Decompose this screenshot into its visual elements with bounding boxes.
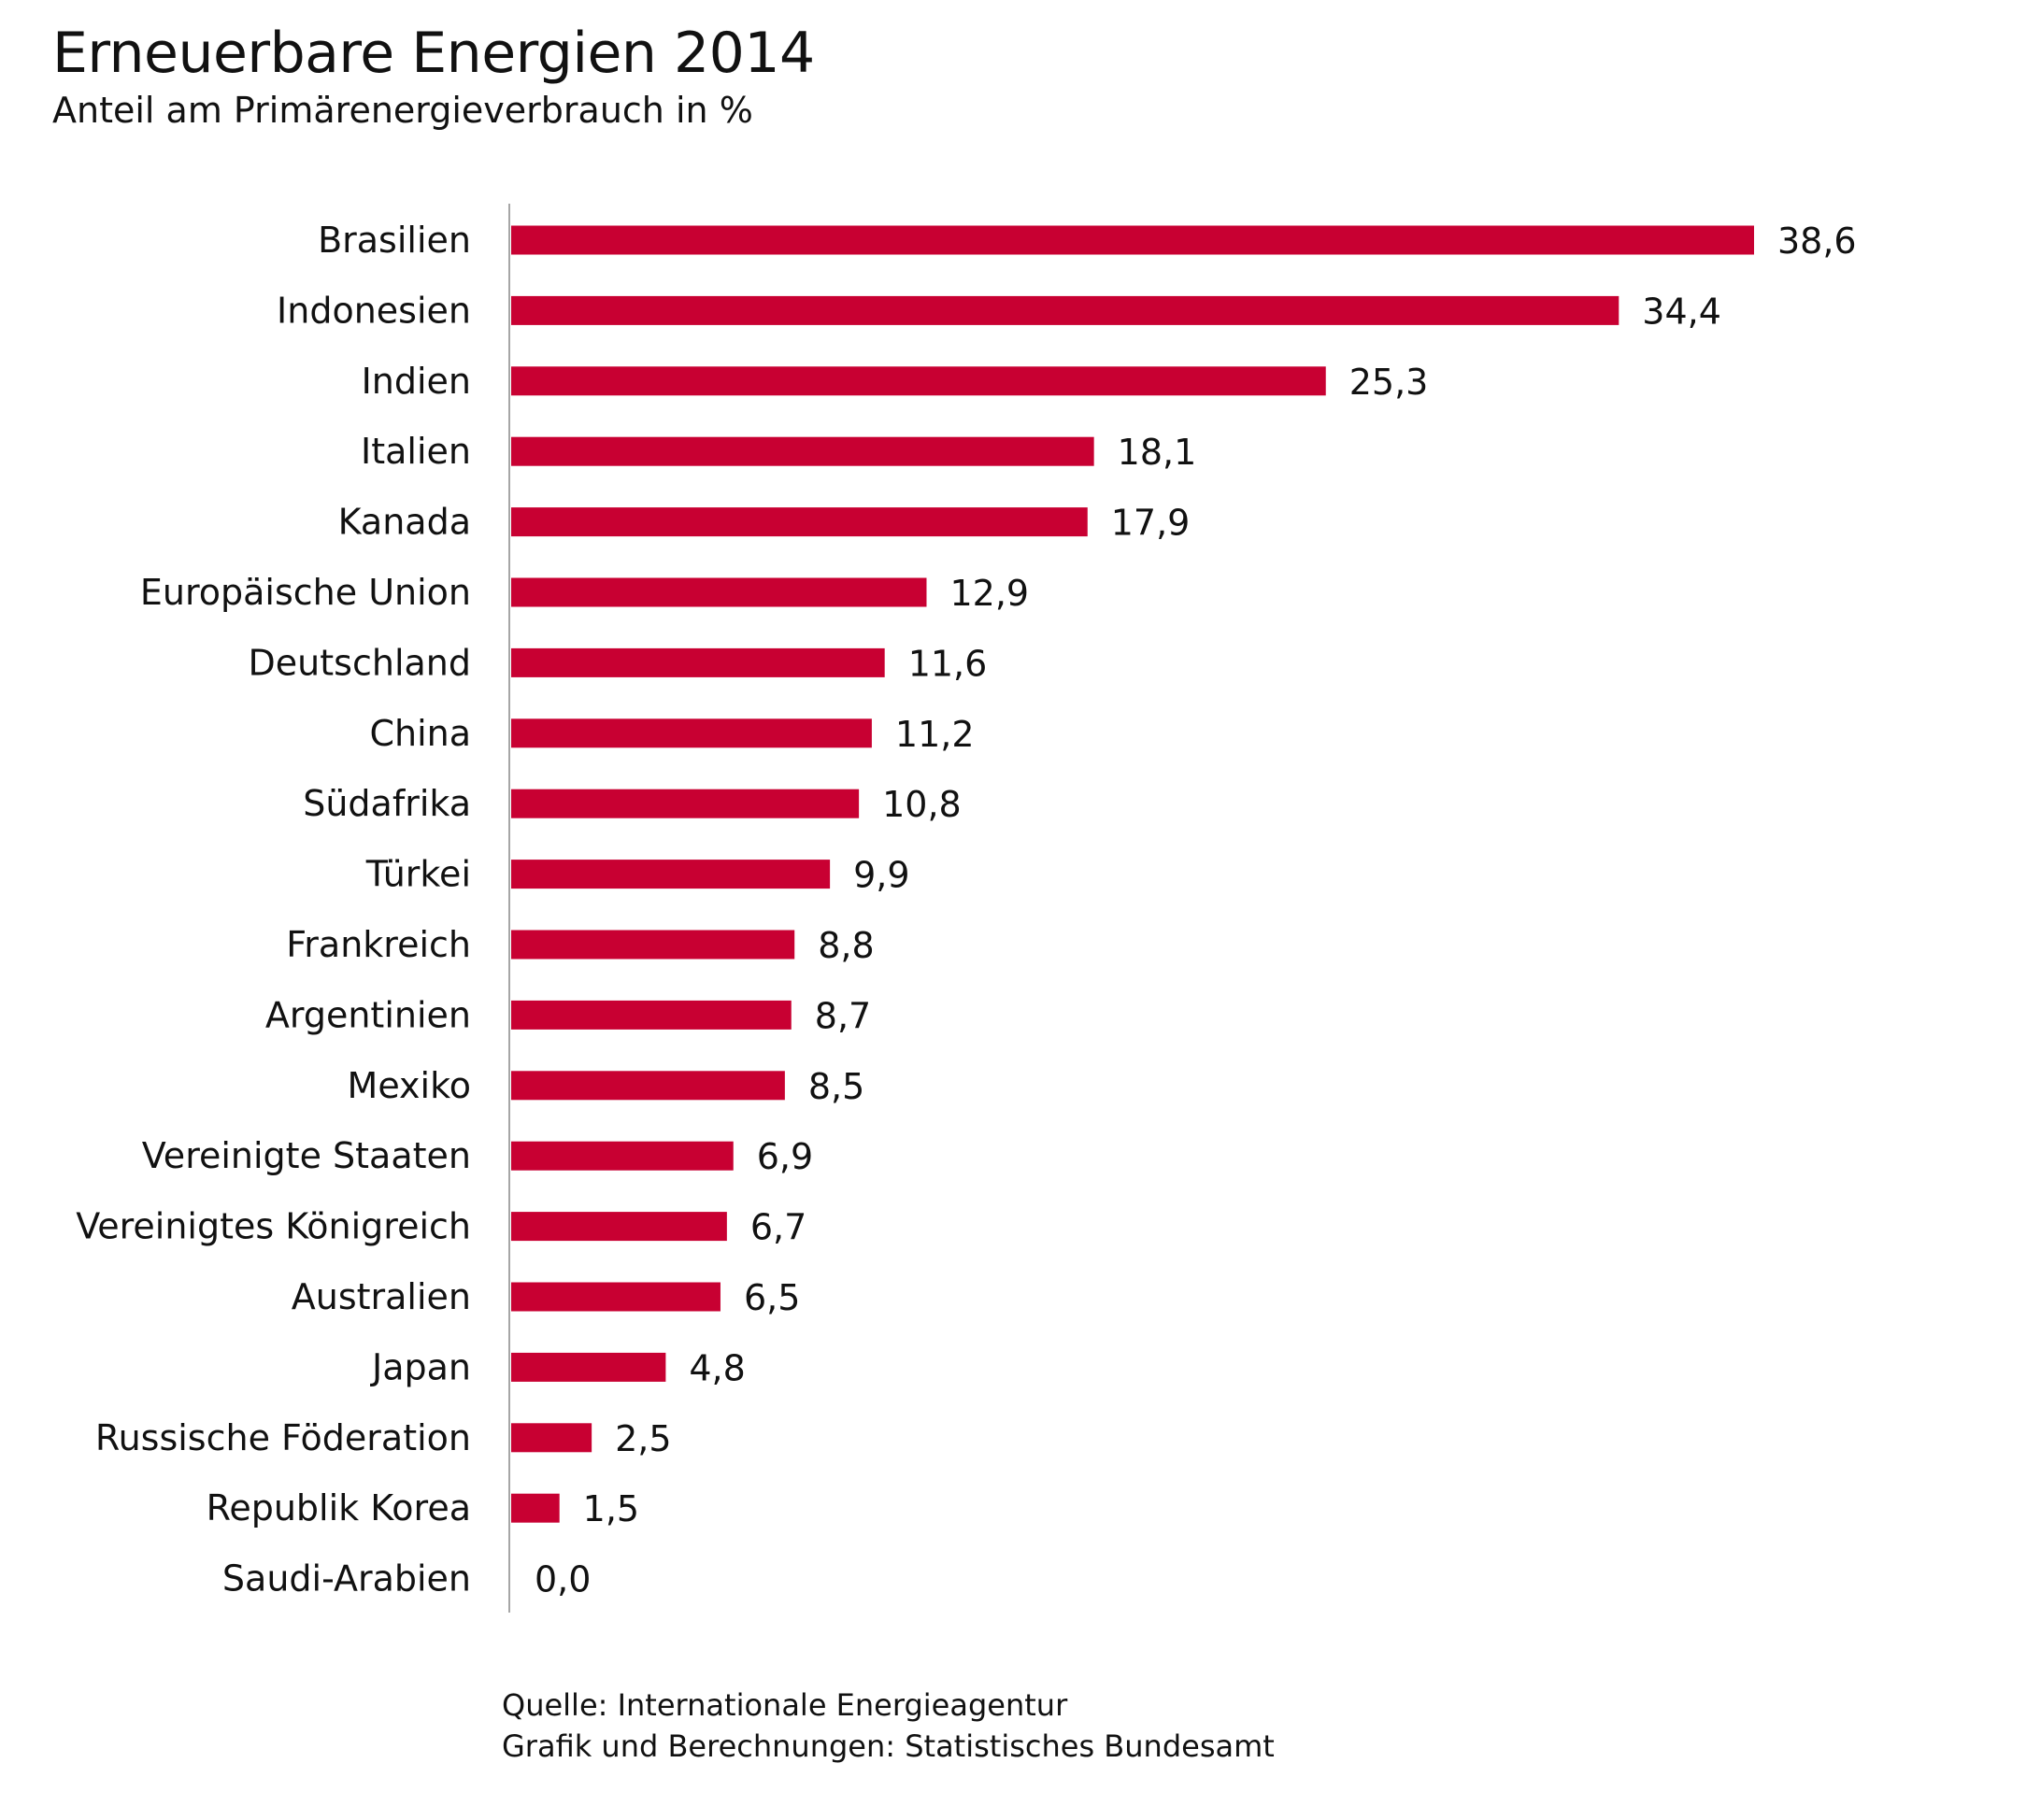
- value-label: 8,5: [808, 1066, 864, 1107]
- chart-subtitle: Anteil am Primärenergieverbrauch in %: [52, 90, 753, 131]
- category-label: China: [369, 713, 471, 754]
- bar: [511, 1000, 792, 1030]
- bar: [511, 789, 860, 818]
- value-label: 2,5: [615, 1418, 671, 1459]
- category-label: Türkei: [365, 854, 471, 895]
- bar: [511, 860, 831, 889]
- bar: [511, 930, 795, 960]
- value-label: 1,5: [583, 1488, 639, 1529]
- bar: [511, 225, 1754, 255]
- category-label: Republik Korea: [207, 1487, 471, 1529]
- bar: [511, 647, 885, 677]
- bar: [511, 1071, 785, 1101]
- category-label: Japan: [370, 1346, 471, 1387]
- value-label: 9,9: [853, 855, 909, 896]
- value-label: 11,6: [908, 643, 988, 684]
- category-label: Vereinigte Staaten: [142, 1135, 471, 1176]
- category-label: Deutschland: [249, 642, 471, 683]
- category-label: Australien: [292, 1276, 471, 1317]
- value-label: 8,7: [815, 995, 871, 1036]
- source-note: Quelle: Internationale Energieagentur: [502, 1687, 1068, 1723]
- bar: [511, 1423, 592, 1453]
- category-label: Brasilien: [318, 220, 471, 261]
- bars-layer: Brasilien 38,6 Indonesien 34,4 Indien 25,3 Ita…: [76, 220, 1856, 1600]
- bar: [511, 1141, 734, 1171]
- category-label: Indien: [362, 361, 471, 402]
- chart-title: Erneuerbare Energien 2014: [52, 21, 815, 86]
- credit-note: Grafik und Berechnungen: Statistisches B…: [502, 1728, 1275, 1764]
- value-label: 0,0: [535, 1559, 591, 1600]
- bar: [511, 1352, 666, 1382]
- category-label: Mexiko: [348, 1065, 471, 1106]
- bar: [511, 366, 1326, 396]
- bar: [511, 1493, 560, 1523]
- value-label: 12,9: [949, 573, 1029, 614]
- category-label: Südafrika: [303, 783, 471, 824]
- value-label: 25,3: [1349, 362, 1429, 403]
- value-label: 34,4: [1642, 291, 1721, 332]
- value-label: 6,7: [750, 1207, 806, 1248]
- bar: [511, 577, 927, 607]
- value-label: 8,8: [818, 925, 874, 966]
- value-label: 11,2: [895, 714, 975, 755]
- bar: [511, 1282, 721, 1312]
- category-label: Vereinigtes Königreich: [76, 1206, 471, 1247]
- category-label: Argentinien: [265, 994, 471, 1035]
- value-label: 10,8: [882, 784, 962, 825]
- category-label: Kanada: [338, 502, 471, 543]
- category-label: Italien: [361, 431, 471, 472]
- category-label: Europäische Union: [140, 572, 471, 613]
- bar: [511, 718, 872, 748]
- value-label: 4,8: [689, 1347, 745, 1388]
- value-label: 6,5: [744, 1277, 800, 1318]
- bar: [511, 1212, 727, 1242]
- bar: [511, 507, 1088, 537]
- value-label: 18,1: [1118, 432, 1197, 473]
- value-label: 17,9: [1111, 503, 1191, 544]
- value-label: 38,6: [1777, 220, 1857, 262]
- category-label: Saudi-Arabien: [222, 1558, 471, 1600]
- category-label: Frankreich: [286, 924, 471, 965]
- value-label: 6,9: [757, 1136, 813, 1177]
- category-label: Indonesien: [277, 290, 471, 331]
- bar: [511, 295, 1619, 325]
- category-label: Russische Föderation: [95, 1417, 471, 1458]
- bar: [511, 436, 1094, 466]
